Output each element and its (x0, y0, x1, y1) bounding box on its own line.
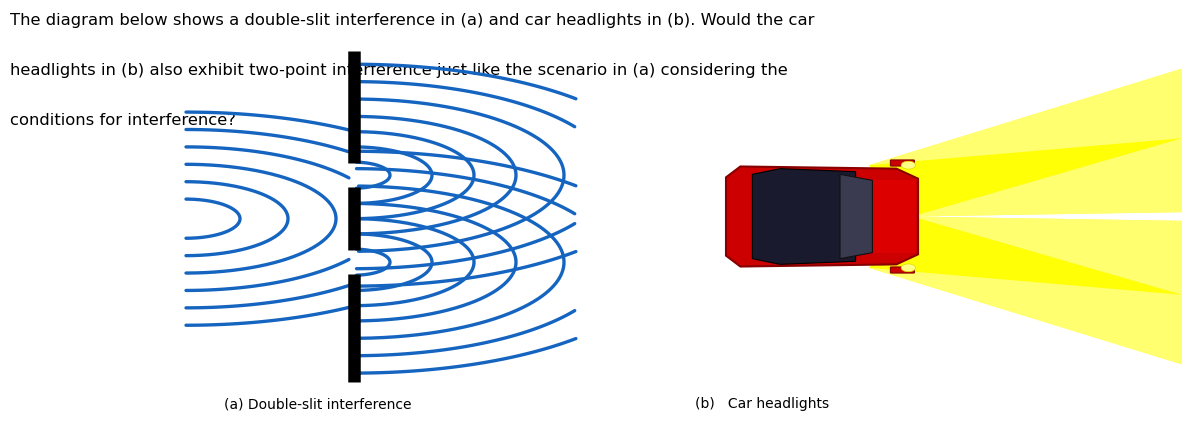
Text: (b)   Car headlights: (b) Car headlights (695, 396, 829, 410)
Ellipse shape (901, 264, 916, 272)
FancyBboxPatch shape (890, 161, 914, 167)
Polygon shape (869, 69, 1182, 217)
Text: conditions for interference?: conditions for interference? (10, 113, 235, 128)
Polygon shape (872, 180, 916, 254)
Polygon shape (752, 169, 856, 265)
Polygon shape (726, 167, 918, 267)
Polygon shape (869, 217, 1182, 365)
Polygon shape (869, 217, 1182, 295)
Polygon shape (869, 217, 1182, 365)
Text: headlights in (b) also exhibit two-point interference just like the scenario in : headlights in (b) also exhibit two-point… (10, 63, 787, 78)
Text: The diagram below shows a double-slit interference in (a) and car headlights in : The diagram below shows a double-slit in… (10, 13, 814, 28)
Polygon shape (869, 69, 1182, 217)
Text: (a) Double-slit interference: (a) Double-slit interference (224, 396, 412, 410)
Polygon shape (840, 175, 872, 259)
Polygon shape (869, 69, 1182, 217)
Ellipse shape (901, 162, 916, 170)
Polygon shape (869, 217, 1182, 365)
FancyBboxPatch shape (890, 267, 914, 273)
Polygon shape (869, 139, 1182, 217)
